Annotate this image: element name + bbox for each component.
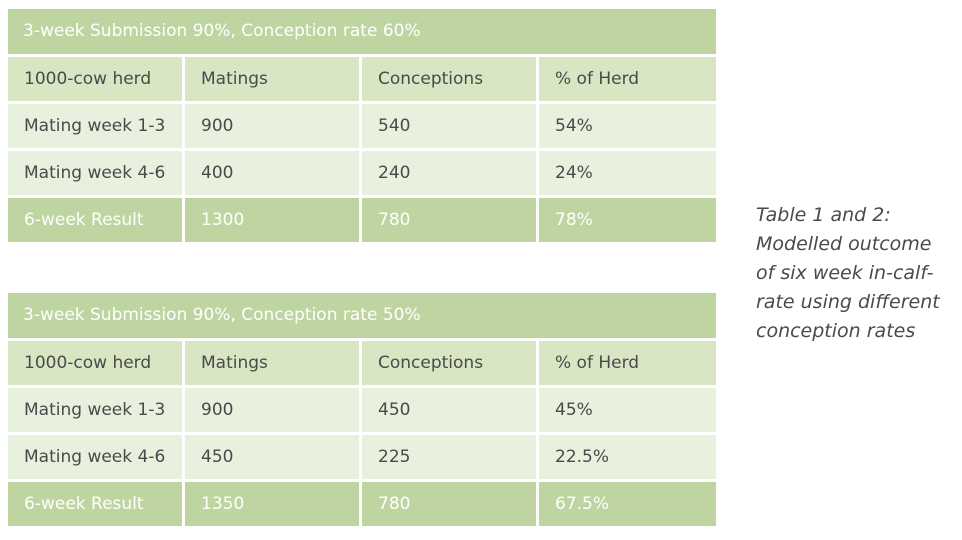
result-cell: 78% bbox=[539, 198, 716, 242]
table-cell: 225 bbox=[362, 435, 536, 479]
header-cell: 1000-cow herd bbox=[8, 57, 182, 101]
caption-line: of six week in-calf- bbox=[756, 262, 934, 284]
table-1-title: 3-week Submission 90%, Conception rate 6… bbox=[8, 9, 716, 54]
table-2-title: 3-week Submission 90%, Conception rate 5… bbox=[8, 293, 716, 338]
caption-line: rate using different bbox=[756, 291, 940, 313]
table-cell: 450 bbox=[185, 435, 359, 479]
header-cell: Matings bbox=[185, 341, 359, 385]
table-cell: 22.5% bbox=[539, 435, 716, 479]
header-cell: 1000-cow herd bbox=[8, 341, 182, 385]
table-cell: 900 bbox=[185, 388, 359, 432]
header-cell: % of Herd bbox=[539, 341, 716, 385]
table-cell: Mating week 4-6 bbox=[8, 435, 182, 479]
caption-line: conception rates bbox=[756, 320, 916, 342]
result-cell: 780 bbox=[362, 198, 536, 242]
table-cell: Mating week 4-6 bbox=[8, 151, 182, 195]
result-cell: 780 bbox=[362, 482, 536, 526]
header-cell: Matings bbox=[185, 57, 359, 101]
caption-line: Modelled outcome bbox=[756, 233, 932, 255]
table-row: Mating week 1-3 900 450 45% bbox=[8, 388, 716, 432]
result-cell: 6-week Result bbox=[8, 198, 182, 242]
table-cell: 540 bbox=[362, 104, 536, 148]
table-cell: Mating week 1-3 bbox=[8, 388, 182, 432]
table-row: Mating week 1-3 900 540 54% bbox=[8, 104, 716, 148]
table-caption: Table 1 and 2: Modelled outcome of six w… bbox=[756, 201, 956, 346]
table-cell: 400 bbox=[185, 151, 359, 195]
table-2: 3-week Submission 90%, Conception rate 5… bbox=[8, 293, 716, 526]
table-cell: 24% bbox=[539, 151, 716, 195]
result-cell: 6-week Result bbox=[8, 482, 182, 526]
table-cell: 450 bbox=[362, 388, 536, 432]
table-1-result-row: 6-week Result 1300 780 78% bbox=[8, 198, 716, 242]
table-cell: 240 bbox=[362, 151, 536, 195]
result-cell: 1300 bbox=[185, 198, 359, 242]
table-2-header-row: 1000-cow herd Matings Conceptions % of H… bbox=[8, 341, 716, 385]
table-1: 3-week Submission 90%, Conception rate 6… bbox=[8, 9, 716, 242]
table-cell: 45% bbox=[539, 388, 716, 432]
table-row: Mating week 4-6 400 240 24% bbox=[8, 151, 716, 195]
table-1-header-row: 1000-cow herd Matings Conceptions % of H… bbox=[8, 57, 716, 101]
table-2-result-row: 6-week Result 1350 780 67.5% bbox=[8, 482, 716, 526]
result-cell: 1350 bbox=[185, 482, 359, 526]
header-cell: Conceptions bbox=[362, 57, 536, 101]
caption-line: Table 1 and 2: bbox=[756, 204, 891, 226]
result-cell: 67.5% bbox=[539, 482, 716, 526]
table-cell: Mating week 1-3 bbox=[8, 104, 182, 148]
table-cell: 54% bbox=[539, 104, 716, 148]
table-cell: 900 bbox=[185, 104, 359, 148]
table-row: Mating week 4-6 450 225 22.5% bbox=[8, 435, 716, 479]
header-cell: % of Herd bbox=[539, 57, 716, 101]
header-cell: Conceptions bbox=[362, 341, 536, 385]
